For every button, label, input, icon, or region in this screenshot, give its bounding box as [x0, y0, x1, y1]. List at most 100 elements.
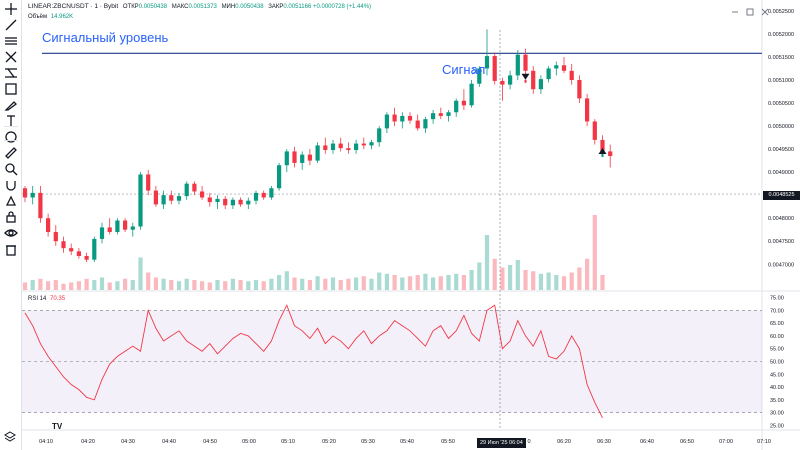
chart-area[interactable]: 0.0052500 0.0052000 0.0051500 0.0051000 0.00…	[22, 0, 800, 450]
price-axis-label: 0.0052000	[768, 32, 794, 38]
rsi-line	[24, 304, 603, 418]
fib-retracement-icon[interactable]	[3, 65, 19, 81]
candle	[146, 174, 151, 191]
pitchfork-icon[interactable]	[3, 49, 19, 65]
candle	[400, 115, 405, 122]
emoji-icon[interactable]	[3, 129, 19, 145]
text-icon[interactable]	[3, 113, 19, 129]
time-axis-label: 05:20	[322, 439, 336, 445]
volume-bar	[346, 278, 351, 290]
volume-bar	[454, 273, 459, 290]
candle	[392, 114, 397, 122]
candle	[500, 80, 505, 85]
gann-icon[interactable]	[3, 81, 19, 97]
brush-icon[interactable]	[3, 97, 19, 113]
volume-bar	[477, 262, 482, 290]
time-axis-label: 05:10	[281, 439, 295, 445]
volume-bar	[161, 278, 166, 290]
volume-bar	[284, 271, 289, 290]
volume-bar	[392, 275, 397, 290]
candle	[215, 198, 220, 203]
volume-legend[interactable]: Объём 14.962K	[28, 14, 73, 20]
buy-marker-icon[interactable]	[598, 148, 607, 155]
candle	[107, 227, 112, 233]
candle	[92, 238, 97, 260]
trend-line-icon[interactable]	[3, 17, 19, 33]
volume-bar	[400, 277, 405, 290]
candle	[292, 151, 297, 163]
candle	[538, 79, 543, 90]
tradingview-logo[interactable]: TV	[52, 422, 63, 431]
candle	[554, 65, 559, 69]
volume-bar	[153, 277, 158, 290]
lock-drawing-icon[interactable]	[3, 193, 19, 209]
volume-bar	[38, 278, 43, 290]
volume-value: 14.962K	[50, 14, 74, 20]
time-axis-label: 06:20	[557, 439, 571, 445]
candle	[38, 192, 43, 219]
chart-canvas[interactable]: 0.0052500 0.0052000 0.0051500 0.0051000 0.00…	[22, 0, 800, 450]
volume-bar	[554, 275, 559, 290]
crosshair-time-tag: 29 Июл '25 06:04	[477, 438, 526, 448]
sell-marker-icon[interactable]	[521, 73, 530, 80]
candle	[246, 200, 251, 205]
signal-level-annotation[interactable]: Сигнальный уровень	[42, 30, 169, 45]
time-axis-label: 05:50	[441, 439, 455, 445]
time-axis-label: 04:30	[121, 439, 135, 445]
candle	[585, 98, 590, 122]
candle	[238, 199, 243, 205]
time-axis-label: 06:40	[640, 439, 654, 445]
horizontal-lines-icon[interactable]	[3, 33, 19, 49]
lock-icon[interactable]	[3, 209, 19, 225]
symbol-name[interactable]: LINEAR:ZBCNUSDT · 1 · Bybit	[28, 3, 119, 10]
volume-bar	[330, 277, 336, 290]
volume-bar	[307, 280, 312, 290]
candle	[200, 191, 205, 198]
time-axis-label: 0	[527, 439, 530, 445]
volume-bar	[30, 280, 35, 290]
eye-icon[interactable]	[3, 225, 19, 241]
volume-bar	[446, 275, 451, 290]
rsi-legend[interactable]: RSI 14 70.35	[28, 296, 65, 302]
volume-bar	[99, 277, 105, 290]
window-maximize-icon[interactable]	[746, 3, 754, 16]
volume-bar	[53, 280, 58, 290]
candle	[569, 70, 574, 81]
time-axis-label: 06:50	[680, 439, 694, 445]
volume-bar	[115, 281, 120, 290]
volume-bar	[230, 278, 235, 290]
signal-annotation[interactable]: Сигнал	[442, 62, 486, 77]
candle	[138, 174, 143, 227]
volume-bar	[207, 282, 212, 290]
candle	[377, 128, 382, 143]
signal-arrow-head	[472, 67, 477, 75]
magnet-icon[interactable]	[3, 177, 19, 193]
window-close-icon[interactable]	[761, 3, 769, 16]
open-value: 0.0050438	[138, 4, 168, 10]
candle	[384, 114, 389, 129]
high-label: МАКС	[171, 4, 189, 10]
volume-bar	[92, 280, 97, 290]
time-axis-label: 06:30	[597, 439, 611, 445]
volume-bar	[253, 280, 259, 290]
zoom-icon[interactable]	[3, 161, 19, 177]
volume-bar	[469, 270, 474, 290]
volume-bar	[546, 272, 551, 290]
low-label: МИН	[221, 4, 236, 10]
ruler-icon[interactable]	[3, 145, 19, 161]
volume-bar	[592, 215, 597, 290]
window-minimize-icon[interactable]	[731, 3, 739, 13]
crosshair-icon[interactable]	[3, 1, 19, 17]
toolbar-separator	[4, 140, 18, 141]
trash-icon[interactable]	[3, 241, 19, 257]
volume-bar	[277, 275, 282, 290]
candle	[608, 151, 613, 157]
low-value: 0.0050438	[235, 4, 264, 10]
price-axis-label: 0.0048000	[768, 216, 794, 222]
candle	[115, 220, 120, 233]
candle	[53, 232, 58, 242]
symbol-legend[interactable]: LINEAR:ZBCNUSDT · 1 · Bybit ОТКР0.005043…	[28, 3, 371, 10]
layers-icon[interactable]	[4, 430, 16, 442]
candle	[284, 151, 289, 166]
high-value: 0.0051373	[188, 4, 217, 10]
